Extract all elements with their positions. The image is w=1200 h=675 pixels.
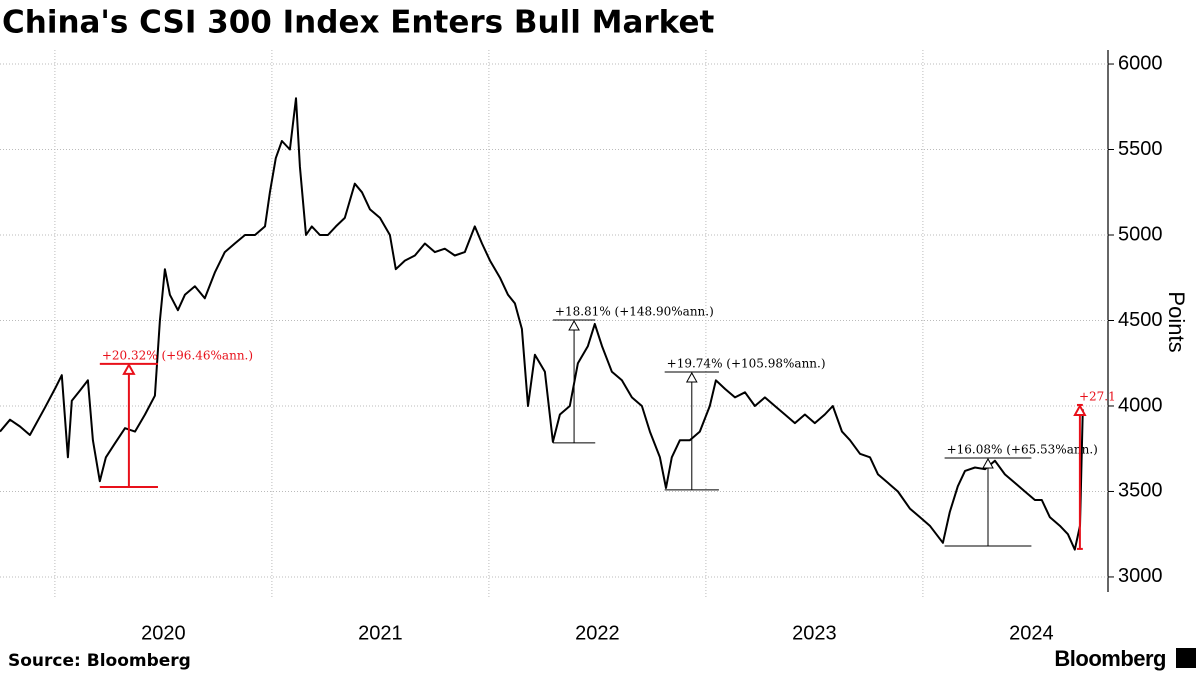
y-tick-label: 3500 [1118,480,1163,502]
x-tick-label: 2024 [1009,622,1054,644]
y-tick-label: 5000 [1118,223,1163,245]
annotation-arrow [122,362,136,375]
x-tick-label: 2023 [792,622,837,644]
annotation-label: +27.1 [1079,389,1116,403]
y-tick-label: 6000 [1118,52,1163,74]
y-tick-label: 3000 [1118,565,1163,587]
annotation-arrow [982,457,994,469]
brand-icon [1176,648,1196,668]
x-tick-label: 2022 [575,622,620,644]
annotation-label: +18.81% (+148.90%ann.) [555,304,714,318]
brand: Bloomberg [1054,646,1166,671]
annotation-label: +20.32% (+96.46%ann.) [102,348,253,362]
source: Source: Bloomberg [8,651,191,671]
annotation-label: +19.74% (+105.98%ann.) [667,356,826,370]
x-tick-label: 2021 [358,622,403,644]
y-tick-label: 5500 [1118,138,1163,160]
y-tick-label: 4000 [1118,394,1163,416]
line [0,97,1084,551]
annotation-label: +16.08% (+65.53%ann.) [947,442,1098,456]
y-axis-title: Points [1164,291,1189,352]
y-tick-label: 4500 [1118,309,1163,331]
x-tick-label: 2020 [141,622,186,644]
annotation-arrow [685,371,698,383]
annotation-arrow [568,319,580,331]
chart-title: China's CSI 300 Index Enters Bull Market [2,5,714,41]
annotation-arrow [1073,403,1087,416]
